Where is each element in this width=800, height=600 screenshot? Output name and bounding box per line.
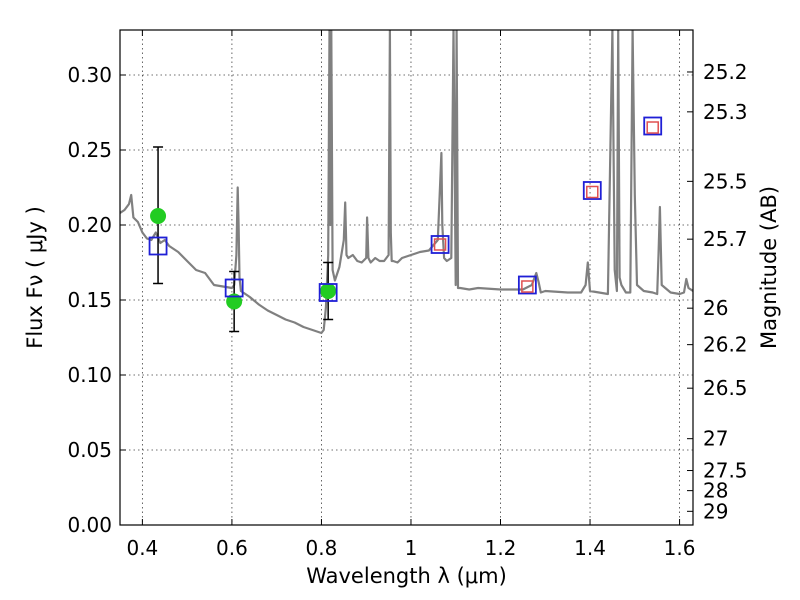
y2-tick-label: 26.5 bbox=[703, 376, 748, 400]
y-tick-label: 0.10 bbox=[67, 363, 112, 387]
grid bbox=[120, 30, 693, 526]
model-flux-square bbox=[517, 275, 537, 295]
model-flux-square bbox=[318, 283, 338, 302]
model-flux-square bbox=[224, 278, 244, 298]
x-tick-label: 1.2 bbox=[485, 536, 517, 560]
model-flux-inner-square bbox=[586, 185, 599, 199]
y-tick-label: 0.20 bbox=[67, 213, 112, 237]
y2-tick-label: 26 bbox=[703, 296, 728, 320]
y2-tick-label: 27.5 bbox=[703, 459, 748, 483]
model-flux-square bbox=[643, 116, 663, 136]
observed-flux-point bbox=[226, 293, 243, 310]
y2-tick-label: 28 bbox=[703, 479, 728, 503]
y2-tick-label: 25.3 bbox=[703, 100, 748, 124]
model-flux-inner-square bbox=[646, 121, 659, 134]
x-tick-label: 0.6 bbox=[216, 536, 248, 560]
x-tick-label: 1 bbox=[405, 536, 418, 560]
observed-flux-point bbox=[320, 283, 337, 299]
y2-axis-label: Magnitude (AB) bbox=[757, 186, 781, 349]
y-axis-label: Flux Fν ( μJy ) bbox=[23, 206, 47, 349]
y-tick-label: 0.05 bbox=[67, 438, 112, 462]
y2-tick-label: 26.2 bbox=[703, 333, 748, 357]
x-tick-label: 0.4 bbox=[126, 536, 158, 560]
y2-tick-label: 25.2 bbox=[703, 60, 748, 84]
x-tick-label: 1.4 bbox=[574, 536, 606, 560]
y-tick-label: 0.00 bbox=[67, 513, 112, 537]
x-tick-label: 1.6 bbox=[664, 536, 696, 560]
y2-tick-label: 27 bbox=[703, 427, 728, 451]
y-tick-label: 0.15 bbox=[67, 288, 112, 312]
plot-frame bbox=[119, 29, 694, 526]
y2-tick-label: 25.5 bbox=[703, 169, 748, 193]
y-tick-label: 0.25 bbox=[67, 138, 112, 162]
x-tick-label: 0.8 bbox=[306, 536, 338, 560]
model-flux-inner-square bbox=[521, 280, 534, 293]
photometry-points bbox=[148, 116, 663, 333]
y2-tick-label: 29 bbox=[703, 499, 728, 523]
model-flux-square bbox=[148, 236, 168, 256]
model-flux-square bbox=[582, 181, 602, 200]
spectrum-line bbox=[120, 30, 693, 335]
observed-flux-point bbox=[150, 208, 167, 224]
x-axis-label: Wavelength λ (μm) bbox=[306, 564, 507, 588]
y-tick-label: 0.30 bbox=[67, 63, 112, 87]
axis-ticks bbox=[120, 30, 693, 526]
model-spectrum bbox=[120, 30, 693, 335]
y2-tick-label: 25.7 bbox=[703, 227, 748, 251]
model-flux-inner-square bbox=[433, 238, 447, 251]
model-flux-square bbox=[430, 235, 450, 254]
tick-labels: 0.4 0.6 0.8 1 1.2 1.4 1.6 0.00 0.05 0.10 0.15 0.20 0… bbox=[67, 60, 747, 560]
